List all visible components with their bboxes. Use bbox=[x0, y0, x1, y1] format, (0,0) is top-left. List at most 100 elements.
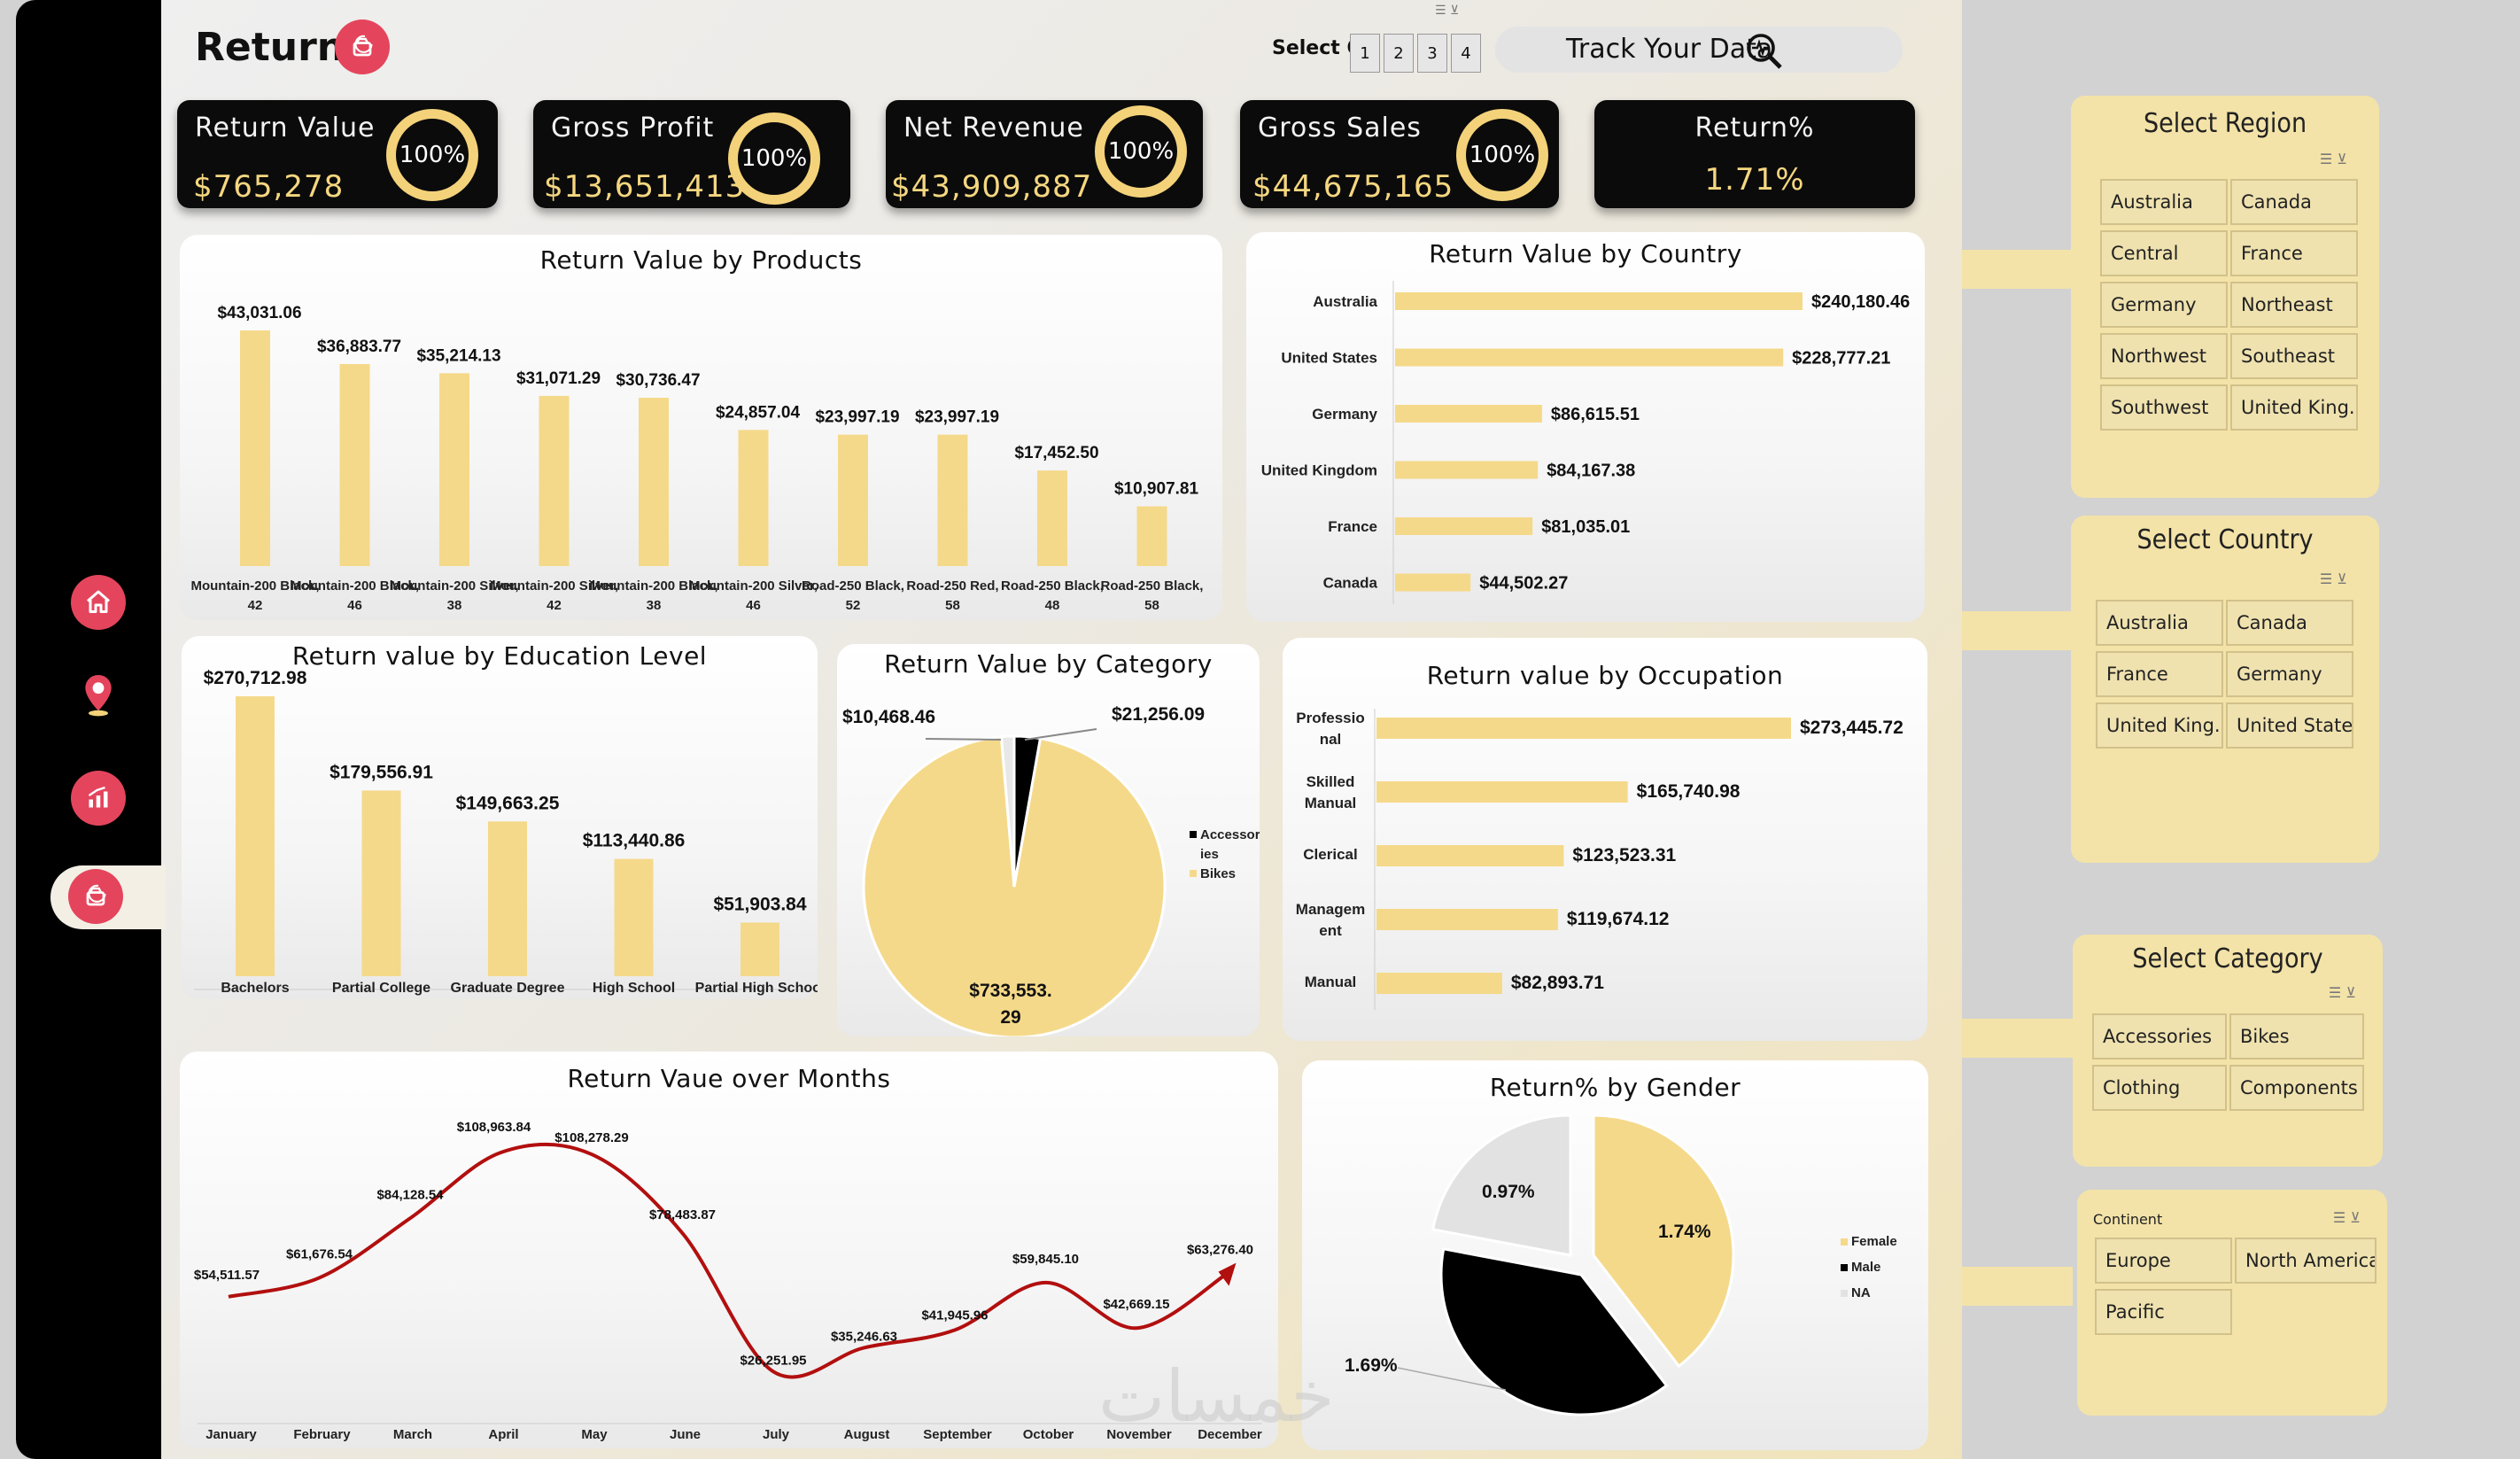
kpi-value: $13,651,413 bbox=[544, 169, 746, 205]
leader-line bbox=[1397, 1367, 1507, 1391]
panel-gender: Return% by Gender 1.74% 1.69% 0.97% Female M… bbox=[1302, 1060, 1928, 1450]
slicer-title: Select Country bbox=[2136, 524, 2314, 555]
panel-products: Return Value by Products $43,031.06 Mount… bbox=[180, 235, 1222, 620]
data-label: $23,997.19 bbox=[915, 408, 999, 427]
quarter-button-4[interactable]: 4 bbox=[1451, 34, 1481, 73]
gender-pie-chart: 1.74% 1.69% 0.97% Female Male NA bbox=[1345, 1114, 1897, 1416]
legend-label: Accessor ies bbox=[1200, 827, 1260, 862]
category-label: Professio nal bbox=[1296, 710, 1364, 748]
category-label: Road-250 Black, 52 bbox=[802, 578, 904, 613]
quarter-button-1[interactable]: 1 bbox=[1350, 34, 1380, 73]
category-label: Graduate Degree bbox=[451, 981, 565, 996]
quarter-selector: 1 2 3 4 bbox=[1350, 34, 1481, 73]
kpi-title: Return% bbox=[1694, 113, 1815, 144]
slicer-multiselect-icon[interactable]: ☰ ⊻ bbox=[2319, 570, 2347, 587]
slicer-item[interactable]: Canada bbox=[2230, 179, 2358, 225]
bar bbox=[639, 398, 669, 566]
data-label: $31,071.29 bbox=[516, 369, 601, 388]
slicer-item[interactable]: Australia bbox=[2100, 179, 2228, 225]
bar bbox=[361, 790, 401, 976]
products-bar-chart: $43,031.06 Mountain-200 Black, 42 $36,883.7… bbox=[190, 304, 1204, 613]
kpi-title: Net Revenue bbox=[903, 113, 1084, 144]
legend-label: NA bbox=[1851, 1285, 1871, 1300]
category-label: December bbox=[1198, 1427, 1262, 1442]
connector bbox=[1962, 250, 2073, 289]
data-label: $86,615.51 bbox=[1551, 405, 1640, 424]
return-box-icon bbox=[86, 884, 106, 906]
bar bbox=[1395, 517, 1533, 535]
slicer-item[interactable]: Australia bbox=[2096, 600, 2223, 646]
data-label: $108,278.29 bbox=[554, 1130, 628, 1145]
nav-map-button[interactable] bbox=[71, 664, 126, 726]
months-line-chart: $54,511.57 January $61,676.54 February $84,1… bbox=[194, 1120, 1262, 1442]
slicer-item[interactable]: United King... bbox=[2230, 384, 2358, 431]
slicer-item[interactable]: Components bbox=[2229, 1065, 2364, 1111]
pie-slice bbox=[1592, 1114, 1735, 1369]
bar bbox=[240, 330, 270, 566]
slicer-item[interactable]: Clothing bbox=[2092, 1065, 2227, 1111]
nav-home-button[interactable] bbox=[71, 575, 126, 630]
data-label: $42,669.15 bbox=[1103, 1297, 1169, 1312]
category-label: Partial College bbox=[332, 981, 430, 996]
country-bar-chart: Australia $240,180.46 United States $228,77… bbox=[1261, 281, 1910, 604]
slicer-item[interactable]: Northwest bbox=[2100, 333, 2228, 379]
bar bbox=[1395, 461, 1539, 479]
legend-swatch bbox=[1190, 831, 1197, 838]
slicer-item[interactable]: Southwest bbox=[2100, 384, 2228, 431]
occupation-bar-chart: Professio nal $273,445.72 Skilled Manual $165… bbox=[1296, 709, 1904, 1010]
category-label: Road-250 Black, 58 bbox=[1101, 578, 1204, 613]
slicer-item[interactable]: United King... bbox=[2096, 702, 2223, 749]
slicer-item[interactable]: North America bbox=[2235, 1238, 2377, 1284]
slicer-item[interactable]: France bbox=[2096, 651, 2223, 697]
bar bbox=[1376, 909, 1558, 930]
slicer-multiselect-icon[interactable]: ☰ ⊻ bbox=[2319, 151, 2347, 167]
slicer-item[interactable]: Europe bbox=[2095, 1238, 2232, 1284]
category-label: January bbox=[205, 1427, 257, 1442]
bar bbox=[339, 363, 370, 566]
kpi-title: Return Value bbox=[195, 113, 376, 144]
slicer-item[interactable]: Germany bbox=[2100, 282, 2228, 328]
slicer-item[interactable]: Canada bbox=[2226, 600, 2353, 646]
data-label: $24,857.04 bbox=[716, 403, 801, 422]
data-label: $113,440.86 bbox=[583, 831, 686, 851]
quarter-button-2[interactable]: 2 bbox=[1384, 34, 1414, 73]
panel-category: Return Value by Category $10,468.46 $21,2… bbox=[837, 644, 1260, 1036]
data-label: $61,676.54 bbox=[286, 1246, 353, 1261]
legend-swatch bbox=[1841, 1290, 1848, 1297]
nav-analytics-button[interactable] bbox=[71, 771, 126, 826]
slicer-item[interactable]: Central bbox=[2100, 230, 2228, 276]
bar bbox=[937, 434, 968, 566]
slicer-item[interactable]: Pacific bbox=[2095, 1289, 2232, 1335]
track-data-button[interactable]: Track Your Data bbox=[1495, 27, 1903, 73]
data-label: $108,963.84 bbox=[457, 1120, 531, 1135]
category-label: August bbox=[844, 1427, 890, 1442]
slicer-multiselect-icon[interactable]: ☰ ⊻ bbox=[2332, 1209, 2361, 1226]
slicer-item[interactable]: Bikes bbox=[2229, 1013, 2364, 1059]
title-badge bbox=[335, 19, 390, 74]
nav-return-button[interactable] bbox=[68, 869, 123, 924]
data-label: $82,893.71 bbox=[1511, 973, 1604, 993]
category-label: Mountain-200 Silver, 42 bbox=[490, 578, 618, 613]
kpi-value: $44,675,165 bbox=[1252, 169, 1454, 205]
quarter-button-3[interactable]: 3 bbox=[1417, 34, 1447, 73]
data-label: $270,712.98 bbox=[204, 668, 307, 688]
slicer-item[interactable]: Accessories bbox=[2092, 1013, 2227, 1059]
education-bar-chart: $270,712.98 Bachelors $179,556.91 Partial C… bbox=[194, 668, 818, 996]
slicer-item[interactable]: Germany bbox=[2226, 651, 2353, 697]
data-label: $84,128.54 bbox=[376, 1187, 444, 1202]
slicer-item[interactable]: France bbox=[2230, 230, 2358, 276]
data-label: $165,740.98 bbox=[1637, 781, 1741, 802]
kpi-value: $765,278 bbox=[193, 169, 345, 205]
kpi-return-percent: Return% 1.71% bbox=[1594, 100, 1915, 208]
bar bbox=[1037, 470, 1067, 566]
slicer-item[interactable]: Northeast bbox=[2230, 282, 2358, 328]
slicer-item[interactable]: Southeast bbox=[2230, 333, 2358, 379]
slicer-item[interactable]: United States bbox=[2226, 702, 2353, 749]
data-label: $35,214.13 bbox=[416, 346, 500, 365]
category-label: Road-250 Black, 48 bbox=[1001, 578, 1104, 613]
bar-chart-icon bbox=[88, 786, 108, 808]
slicer-clear-icons[interactable]: ☰ ⊻ bbox=[1435, 4, 1460, 18]
chart-title: Return Value by Category bbox=[884, 649, 1213, 679]
slicer-multiselect-icon[interactable]: ☰ ⊻ bbox=[2328, 984, 2356, 1001]
return-box-icon bbox=[353, 35, 373, 57]
